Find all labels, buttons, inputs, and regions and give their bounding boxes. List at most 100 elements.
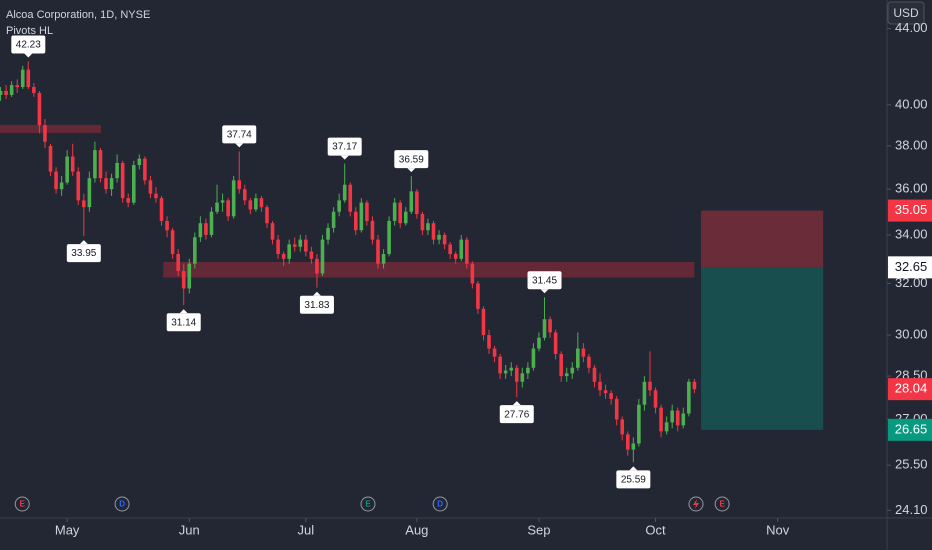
x-tick-label: Sep: [527, 522, 550, 537]
pivot-label: 42.23: [16, 40, 41, 51]
y-tick-label: 25.50: [895, 457, 928, 472]
candle-body: [415, 191, 419, 215]
y-tick-label: 32.00: [895, 275, 928, 290]
candle-body: [603, 390, 608, 394]
candle-body: [403, 211, 408, 224]
candle-body: [365, 202, 369, 221]
candle-body: [559, 353, 563, 377]
candle-body: [409, 191, 414, 212]
candle-body: [564, 373, 569, 377]
position-loss: [701, 210, 824, 268]
x-tick-label: May: [55, 522, 80, 537]
position-profit: [701, 267, 824, 430]
candle-body: [165, 220, 169, 231]
candle-body: [492, 348, 497, 357]
y-tick-label: 30.00: [895, 327, 928, 342]
candle-body: [87, 178, 92, 208]
y-tick-label: 44.00: [895, 20, 928, 35]
y-tick-label: 34.00: [895, 226, 928, 241]
candle-body: [26, 69, 31, 88]
candle-body: [431, 223, 436, 240]
candle-body: [342, 184, 347, 201]
price-marker-box: [888, 256, 932, 279]
candle-body: [487, 335, 491, 349]
candle-body: [4, 90, 8, 95]
candle-body: [176, 253, 180, 272]
candle-body: [670, 410, 674, 423]
candle-body: [692, 381, 697, 390]
candle-body: [82, 200, 86, 208]
candle-body: [675, 410, 680, 426]
candle-body: [59, 182, 64, 190]
candle-body: [581, 348, 586, 357]
candle-body: [131, 165, 136, 203]
event-icon[interactable]: [432, 496, 448, 512]
candle-body: [514, 367, 519, 382]
candle-body: [537, 337, 541, 349]
candle-body: [392, 202, 397, 221]
zone: [0, 124, 102, 133]
pivot-pointer: [512, 401, 521, 406]
candle-body: [637, 404, 641, 444]
candle-body: [570, 367, 575, 374]
candle-body: [276, 239, 280, 254]
candle-body: [248, 200, 253, 210]
candle-body: [576, 348, 580, 368]
event-icon[interactable]: [360, 496, 376, 512]
candle-body: [315, 258, 319, 274]
candle-body: [398, 202, 403, 224]
candle-body: [137, 158, 142, 166]
event-icon[interactable]: [14, 496, 30, 512]
currency-box[interactable]: [887, 1, 925, 25]
chart-title: Alcoa Corporation, 1D, NYSE: [6, 9, 150, 21]
candle-body: [381, 253, 386, 264]
candle-body: [465, 239, 469, 264]
candle-body: [281, 253, 286, 259]
candle-body: [687, 381, 691, 414]
price-marker-label: 32.65: [895, 259, 928, 274]
candle-body: [193, 237, 197, 264]
candle-body: [215, 202, 219, 212]
candle-body: [32, 87, 36, 93]
candle-body: [54, 171, 58, 190]
pivot-label: 37.74: [227, 130, 252, 141]
candle-body: [48, 145, 53, 172]
candle-body: [0, 90, 3, 95]
event-icon[interactable]: [114, 496, 130, 512]
candle-body: [598, 381, 602, 391]
candle-body: [231, 180, 236, 217]
pivot-label-box: [527, 271, 562, 290]
candle-body: [104, 178, 108, 190]
candle-body: [620, 419, 625, 435]
candle-body: [159, 198, 164, 221]
candle-body: [320, 239, 325, 274]
pivot-label: 31.45: [532, 275, 557, 286]
candle-body: [9, 85, 14, 95]
event-letter: E: [719, 500, 725, 509]
candle-body: [609, 393, 613, 399]
pivot-label: 31.83: [304, 300, 329, 311]
candle-body: [148, 180, 153, 194]
pivot-pointer: [407, 168, 416, 173]
candle-body: [370, 220, 375, 240]
candle-body: [220, 200, 225, 203]
candle-body: [337, 200, 341, 212]
candle-body: [309, 251, 314, 259]
candle-body: [226, 200, 230, 217]
pivot-label-box: [222, 125, 257, 144]
price-marker-box: [888, 418, 932, 441]
event-icon[interactable]: [714, 496, 730, 512]
pivot-label: 33.95: [71, 248, 96, 259]
pivot-pointer: [179, 309, 188, 314]
candle-body: [625, 434, 630, 450]
candle-body: [648, 381, 652, 391]
pivot-label-box: [299, 295, 334, 314]
candle-body: [548, 319, 552, 333]
candle-body: [426, 223, 430, 231]
candle-body: [592, 367, 597, 382]
candle-body: [204, 223, 208, 235]
candle-body: [181, 271, 186, 289]
event-icon[interactable]: [688, 496, 704, 512]
